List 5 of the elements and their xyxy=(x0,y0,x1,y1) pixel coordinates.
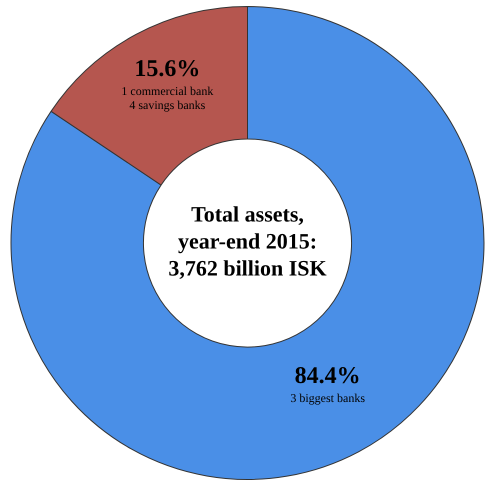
slice-label: 3 biggest banks xyxy=(290,390,366,405)
text: Total assets, year-end 2015: 3,762 billion ISK xyxy=(168,202,327,281)
data-label: 15.6% xyxy=(134,56,200,82)
slice-label: 1 commercial bank 4 savings banks xyxy=(121,84,214,112)
data-label: 84.4% xyxy=(294,362,361,389)
